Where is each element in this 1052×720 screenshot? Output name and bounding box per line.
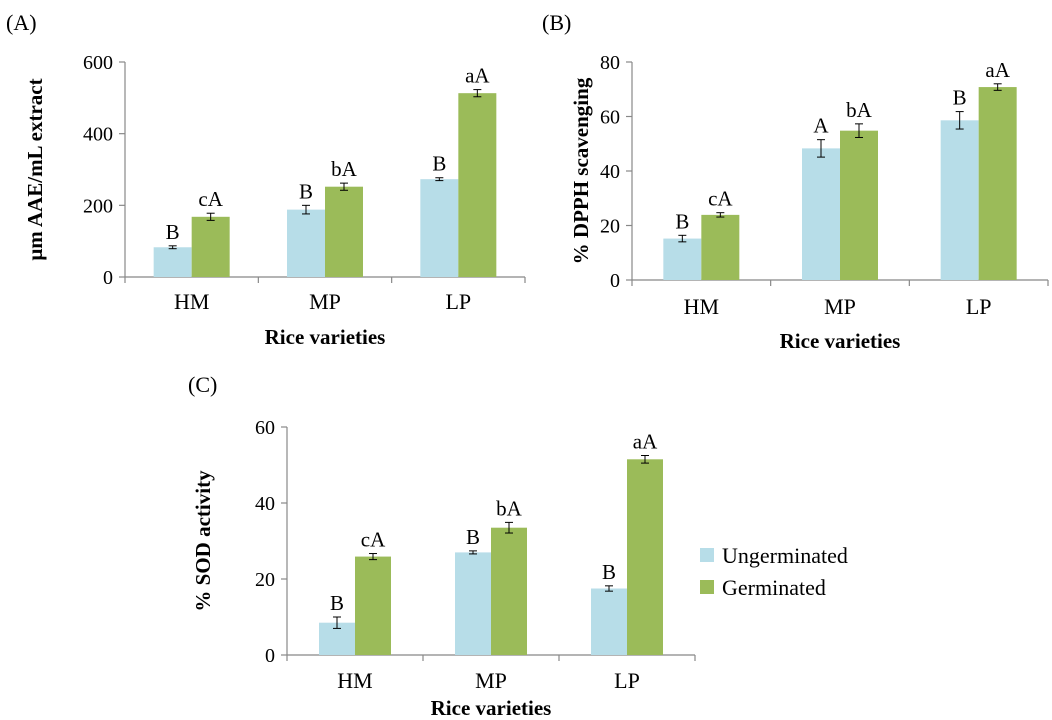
legend: Ungerminated Germinated — [700, 543, 848, 600]
y-tick-label: 400 — [83, 124, 113, 146]
data-label: A — [813, 114, 829, 138]
data-label: B — [299, 179, 313, 203]
chart-panel-c: (C) 0 20 40 60 HM BcA MP BbA LP BaA % SOD activity R… — [188, 372, 696, 720]
data-label: B — [166, 220, 180, 244]
x-tick-label: MP — [309, 289, 341, 314]
bar-ungerminated — [940, 120, 979, 280]
legend-label-germinated: Germinated — [722, 575, 826, 600]
y-tick-label: 20 — [255, 569, 275, 591]
chart-panel-b: (B) 0 20 40 60 80 HM BcA MP AbA LP BaA % DPPH scaven… — [542, 10, 1049, 353]
x-axis-title: Rice varieties — [780, 329, 901, 353]
y-tick-label: 80 — [600, 52, 620, 74]
data-label: bA — [496, 496, 523, 520]
x-tick-label: LP — [614, 668, 640, 693]
data-label: B — [330, 591, 344, 615]
data-label: aA — [465, 64, 490, 88]
legend-label-ungerminated: Ungerminated — [722, 543, 848, 568]
data-label: cA — [361, 528, 386, 552]
y-axis-title: μm AAE/mL extract — [23, 78, 47, 260]
bar-germinated — [701, 214, 740, 280]
data-label: cA — [198, 187, 223, 211]
y-tick-label: 0 — [265, 645, 275, 667]
x-tick-label: HM — [174, 289, 209, 314]
bar-germinated — [840, 130, 878, 280]
y-tick-label: 40 — [255, 493, 275, 515]
data-label: B — [953, 86, 967, 110]
data-label: aA — [985, 58, 1010, 82]
data-label: aA — [633, 430, 658, 454]
legend-swatch-germinated — [700, 580, 714, 594]
bar-ungerminated — [420, 179, 459, 277]
data-label: B — [432, 152, 446, 176]
bar-ungerminated — [591, 588, 627, 655]
bar-ungerminated — [455, 552, 491, 655]
bar-ungerminated — [802, 148, 840, 280]
bar-germinated — [627, 459, 663, 655]
y-tick-label: 60 — [255, 417, 275, 439]
bar-ungerminated — [287, 209, 325, 277]
bar-germinated — [491, 527, 527, 655]
data-label: B — [602, 560, 616, 584]
y-tick-label: 40 — [600, 161, 620, 183]
data-label: bA — [331, 157, 358, 181]
y-tick-label: 20 — [600, 216, 620, 238]
x-tick-label: LP — [966, 294, 992, 319]
y-axis-title: % SOD activity — [191, 470, 215, 612]
x-tick-label: MP — [824, 294, 856, 319]
data-label: cA — [708, 187, 733, 211]
chart-panel-a: (A) 0 200 400 600 HM BcA MP BbA LP BaA μm AAE/mL ex… — [6, 10, 526, 349]
data-label: B — [466, 525, 480, 549]
y-tick-label: 0 — [103, 267, 113, 289]
x-tick-label: HM — [337, 668, 372, 693]
data-label: B — [675, 209, 689, 233]
y-axis-title: % DPPH scavenging — [569, 77, 593, 264]
panel-tag: (C) — [188, 372, 217, 397]
x-tick-label: MP — [475, 668, 507, 693]
bar-germinated — [978, 87, 1017, 280]
panel-tag: (B) — [542, 10, 571, 35]
bar-ungerminated — [153, 247, 192, 277]
x-tick-label: LP — [445, 289, 471, 314]
y-tick-label: 600 — [83, 52, 113, 74]
x-axis-title: Rice varieties — [265, 325, 386, 349]
legend-swatch-ungerminated — [700, 548, 714, 562]
bar-germinated — [325, 186, 363, 277]
x-tick-label: HM — [684, 294, 719, 319]
panel-tag: (A) — [6, 10, 37, 35]
bar-ungerminated — [663, 238, 702, 280]
bar-germinated — [458, 93, 497, 277]
bar-germinated — [191, 216, 230, 277]
y-tick-label: 60 — [600, 107, 620, 129]
y-tick-label: 200 — [83, 195, 113, 217]
data-label: bA — [846, 98, 873, 122]
y-tick-label: 0 — [610, 270, 620, 292]
bar-germinated — [355, 556, 391, 655]
x-axis-title: Rice varieties — [431, 696, 552, 720]
